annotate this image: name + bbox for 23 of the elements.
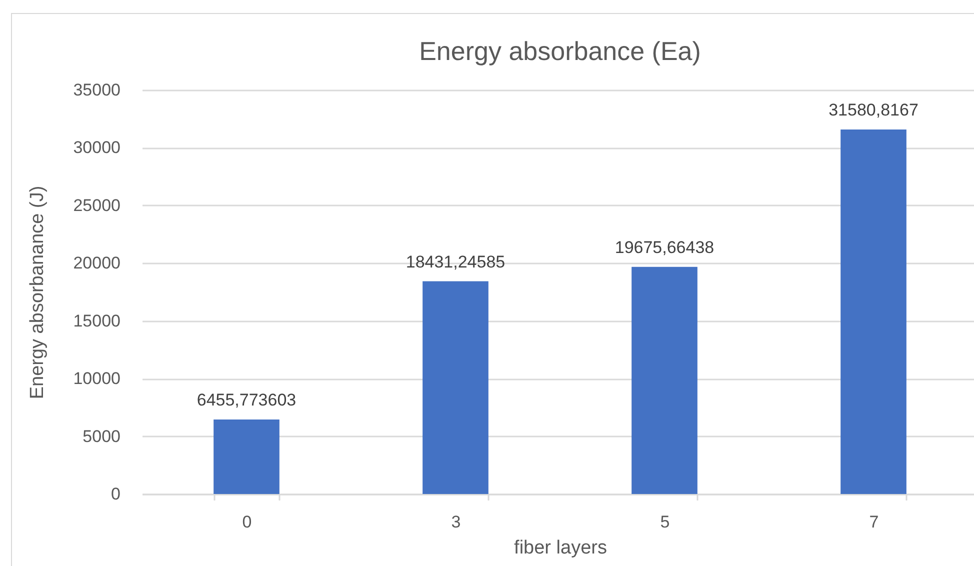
bar (422, 281, 488, 494)
bar (214, 419, 280, 494)
data-label: 31580,8167 (828, 100, 918, 120)
y-tick-label: 30000 (73, 138, 120, 158)
x-axis-title: fiber layers (514, 538, 607, 558)
data-label: 6455,773603 (196, 390, 296, 410)
y-tick-label: 5000 (82, 426, 120, 446)
bar (840, 129, 906, 494)
x-tick-label: 5 (660, 512, 670, 532)
chart-title: Energy absorbance (Ea) (419, 36, 701, 66)
y-tick-label: 10000 (73, 369, 120, 388)
x-tick-label: 0 (242, 512, 252, 532)
y-tick-label: 20000 (73, 254, 120, 273)
x-tick-label: 7 (869, 512, 879, 532)
y-axis-title: Energy absorbanance (J) (27, 186, 48, 400)
y-tick-label: 0 (111, 484, 120, 504)
x-tick-label: 3 (451, 512, 461, 532)
y-tick-label: 15000 (73, 311, 120, 330)
data-label: 18431,24585 (406, 252, 506, 272)
bar (632, 266, 698, 494)
y-tick-label: 35000 (73, 80, 120, 100)
y-tick-label: 25000 (73, 196, 120, 215)
data-label: 19675,66438 (614, 238, 714, 257)
